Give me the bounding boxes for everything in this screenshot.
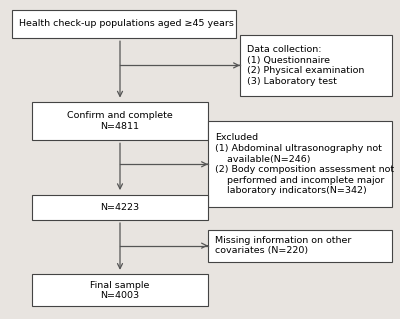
Text: Confirm and complete: Confirm and complete [67, 111, 173, 121]
Text: Health check-up populations aged ≥45 years: Health check-up populations aged ≥45 yea… [19, 19, 234, 28]
Text: (3) Laboratory test: (3) Laboratory test [247, 77, 337, 86]
Text: laboratory indicators(N=342): laboratory indicators(N=342) [215, 186, 367, 195]
Text: Final sample: Final sample [90, 280, 150, 290]
FancyBboxPatch shape [208, 121, 392, 207]
FancyBboxPatch shape [32, 102, 208, 140]
Text: available(N=246): available(N=246) [215, 154, 311, 164]
Text: (2) Body composition assessment not: (2) Body composition assessment not [215, 165, 394, 174]
Text: Excluded: Excluded [215, 133, 258, 143]
Text: (1) Questionnaire: (1) Questionnaire [247, 56, 330, 65]
FancyBboxPatch shape [32, 195, 208, 220]
FancyBboxPatch shape [240, 35, 392, 96]
FancyBboxPatch shape [12, 10, 236, 38]
Text: N=4811: N=4811 [100, 122, 140, 131]
Text: Data collection:: Data collection: [247, 45, 322, 54]
Text: (1) Abdominal ultrasonography not: (1) Abdominal ultrasonography not [215, 144, 382, 153]
Text: (2) Physical examination: (2) Physical examination [247, 66, 364, 75]
Text: Missing information on other: Missing information on other [215, 236, 352, 245]
Text: N=4223: N=4223 [100, 203, 140, 212]
Text: N=4003: N=4003 [100, 291, 140, 300]
Text: performed and incomplete major: performed and incomplete major [215, 175, 384, 185]
FancyBboxPatch shape [208, 230, 392, 262]
Text: covariates (N=220): covariates (N=220) [215, 246, 308, 256]
FancyBboxPatch shape [32, 274, 208, 306]
